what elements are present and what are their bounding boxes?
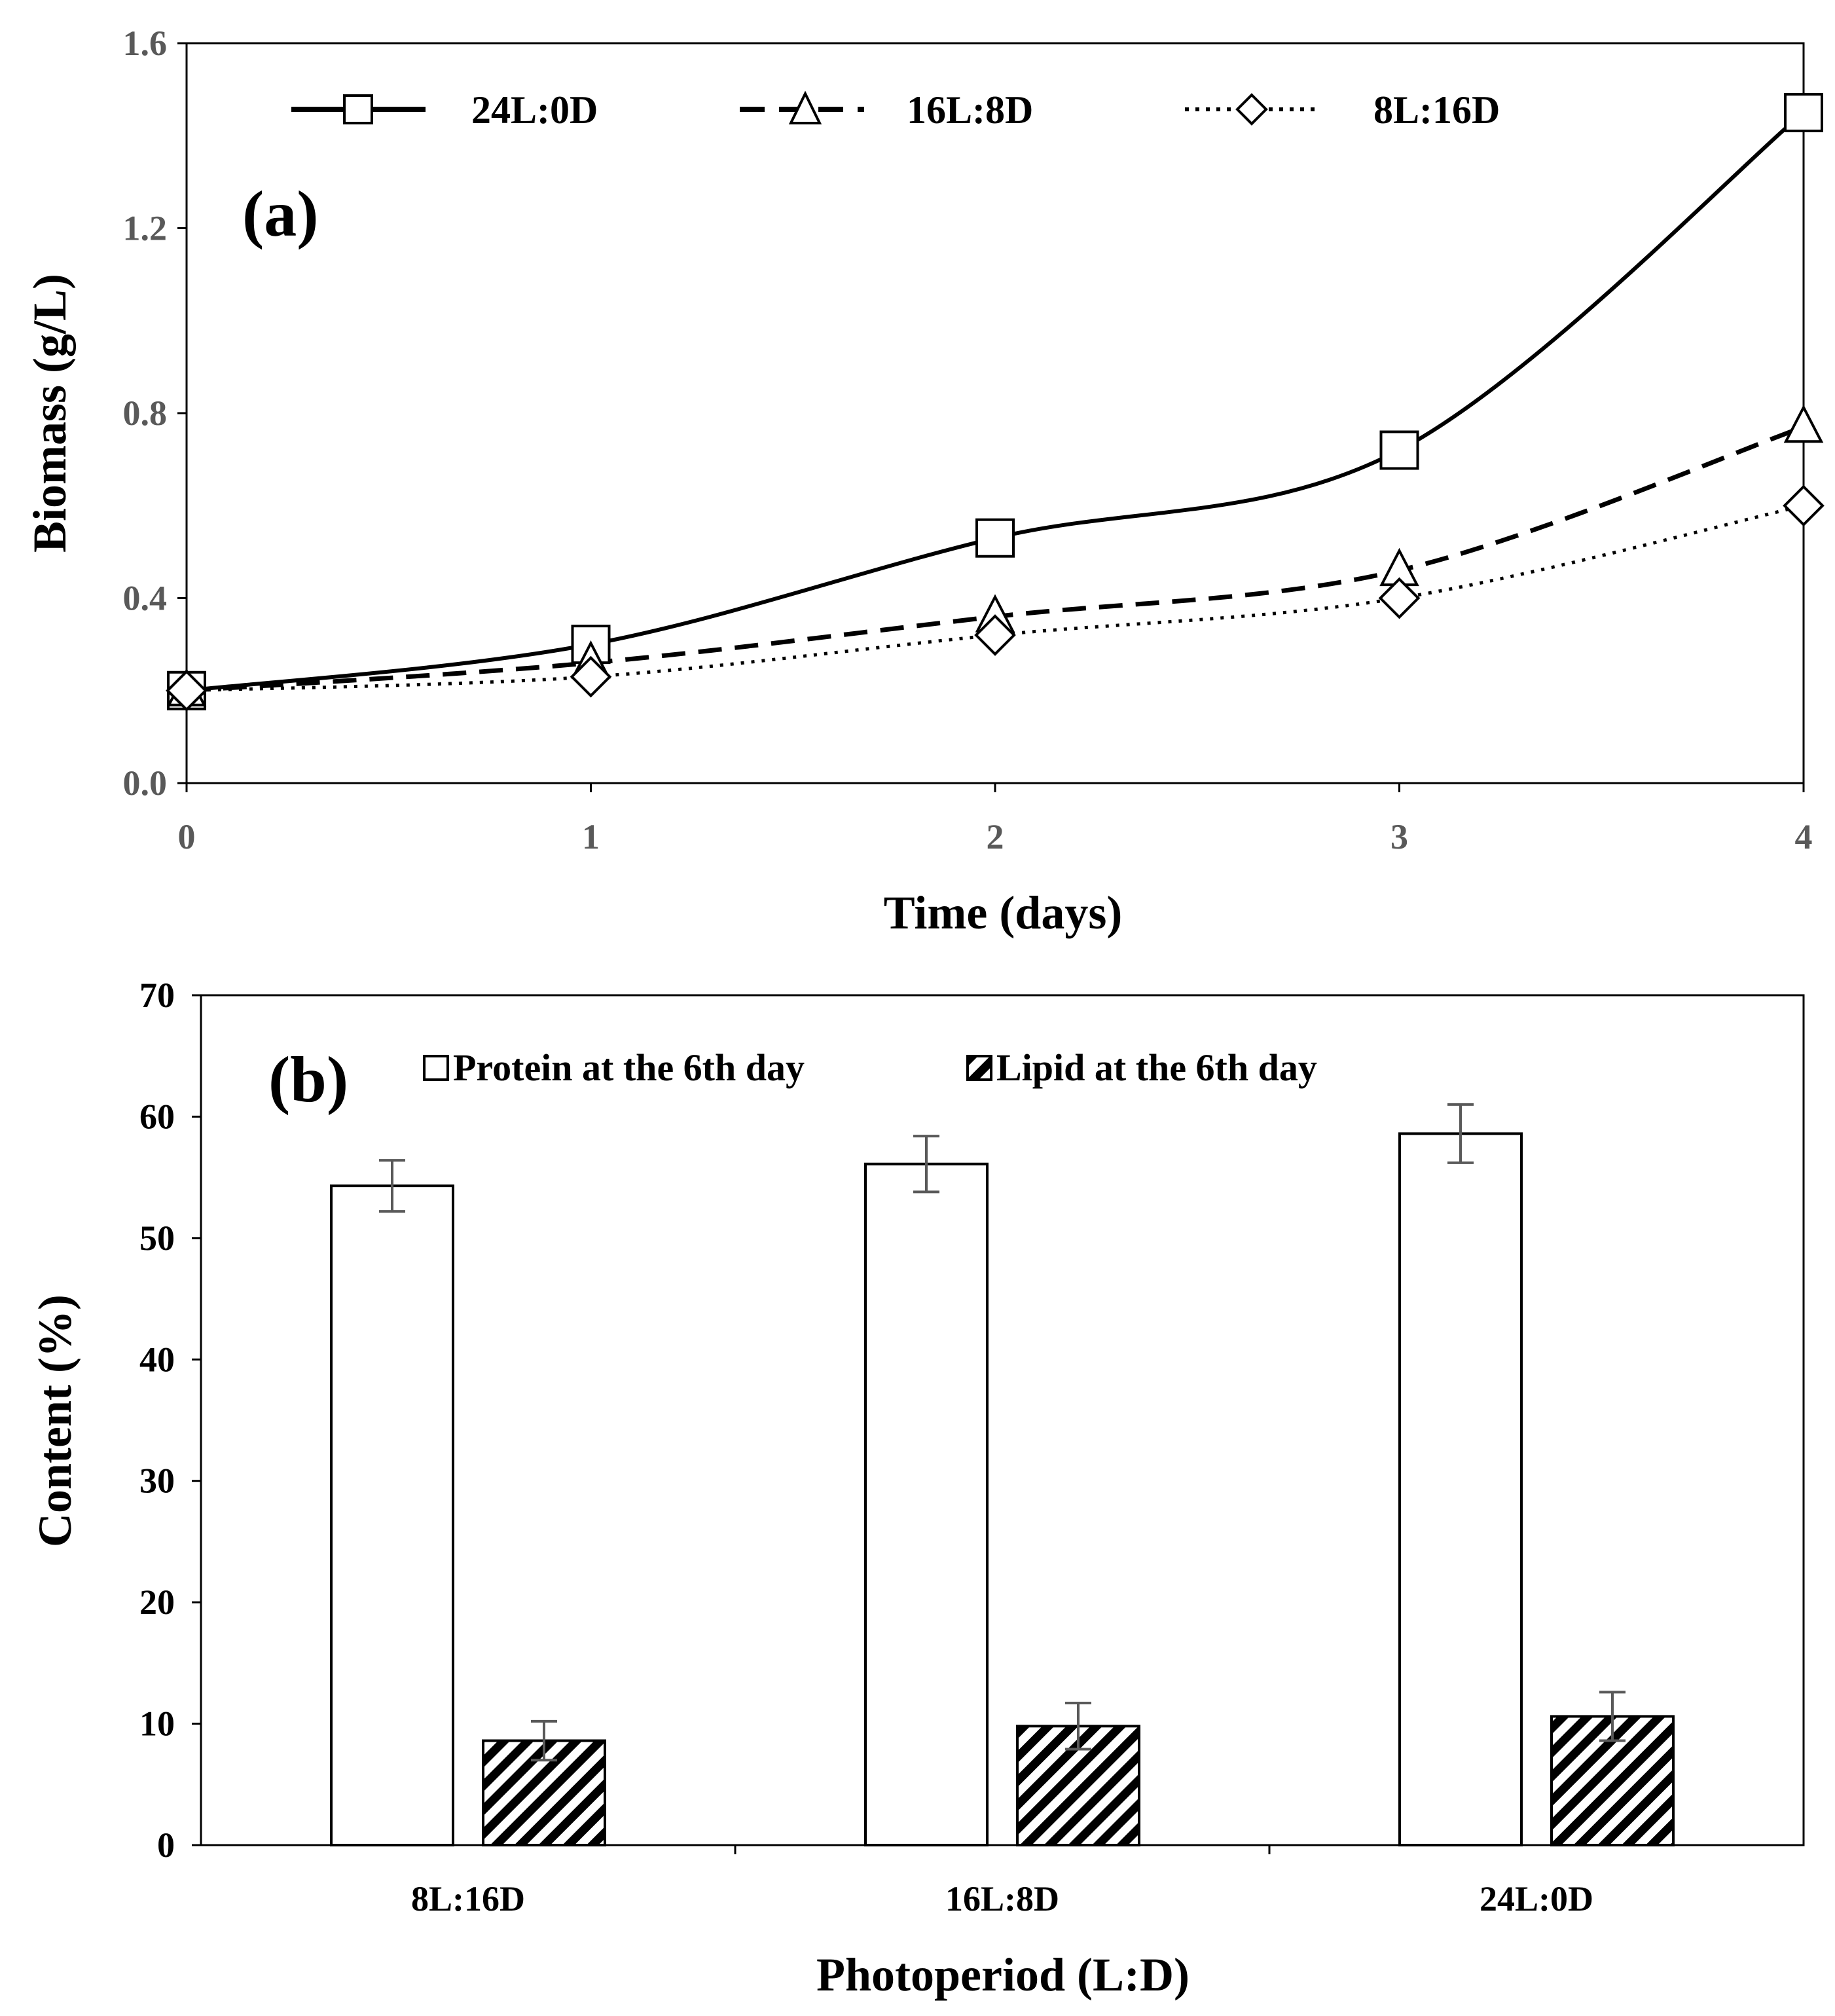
legend-item-8l16d: 8L:16D [1185, 88, 1500, 132]
category-label: 24L:0D [1480, 1879, 1593, 1918]
legend-label-protein: Protein at the 6th day [453, 1046, 805, 1089]
x-tick-label: 3 [1390, 817, 1408, 856]
bars-b [330, 1132, 1675, 1847]
x-tick-label: 4 [1795, 817, 1813, 856]
y-tick-label: 50 [139, 1219, 175, 1258]
y-tick-label: 0 [157, 1825, 175, 1865]
y-tick-label: 0.4 [123, 579, 168, 618]
legend-diamond-marker [1235, 93, 1268, 126]
error-bars-b [379, 1103, 1626, 1762]
category-label: 8L:16D [411, 1879, 525, 1918]
x-tick-label: 0 [178, 817, 196, 856]
y-tick-label: 30 [139, 1461, 175, 1501]
y-axis-ticks-a: 0.0 0.4 0.8 1.2 1.6 [123, 24, 187, 803]
legend-item-16l8d: 16L:8D [740, 88, 1033, 132]
data-point-8l16d [1378, 577, 1421, 619]
x-axis-label-b: Photoperiod (L:D) [816, 1949, 1190, 2001]
legend-label-16l8d: 16L:8D [907, 88, 1033, 132]
y-tick-label: 20 [139, 1583, 175, 1622]
panel-label-a: (a) [242, 177, 319, 250]
plot-area-a [185, 42, 1805, 784]
legend-label-8l16d: 8L:16D [1373, 88, 1500, 132]
y-axis-label-a: Biomass (g/L) [24, 274, 76, 553]
y-tick-label: 10 [139, 1704, 175, 1744]
plot-area-b [200, 994, 1805, 1846]
category-label: 16L:8D [945, 1879, 1059, 1918]
x-axis-label-a: Time (days) [884, 887, 1123, 939]
y-tick-label: 40 [139, 1340, 175, 1379]
bar-protein [1398, 1132, 1523, 1846]
y-tick-label: 1.2 [123, 209, 168, 248]
x-tick-label: 2 [987, 817, 1004, 856]
legend-item-24l0d: 24L:0D [291, 88, 598, 132]
data-point-24l0d [1784, 92, 1823, 132]
series-line-8l16d [186, 504, 1804, 693]
data-point-8l16d [1783, 485, 1825, 527]
legend-square-marker [343, 94, 373, 124]
legend-label-24l0d: 24L:0D [471, 88, 598, 132]
bar-protein [864, 1162, 989, 1846]
y-axis-ticks-b: 0 10 20 30 40 50 60 70 [139, 976, 201, 1865]
panel-label-b: (b) [268, 1043, 348, 1116]
legend-swatch-protein [423, 1055, 449, 1081]
x-axis-ticks-b: 8L:16D 16L:8D 24L:0D [411, 1845, 1593, 1918]
series-markers-a [166, 92, 1825, 712]
data-point-8l16d [974, 614, 1016, 656]
y-tick-label: 0.8 [123, 394, 168, 433]
legend-a: 24L:0D 16L:8D 8L:16D [291, 88, 1500, 132]
legend-label-lipid: Lipid at the 6th day [996, 1046, 1317, 1089]
data-point-16l8d [1783, 404, 1824, 443]
data-point-8l16d [166, 669, 208, 712]
panel-b: 0 10 20 30 40 50 60 70 8L:16D 16L:8D 24L:0D (b) P… [29, 976, 1805, 2001]
x-tick-label: 1 [582, 817, 600, 856]
y-tick-label: 1.6 [123, 24, 168, 63]
legend-swatch-lipid [966, 1055, 992, 1081]
bar-protein [330, 1184, 454, 1846]
legend-b: Protein at the 6th day Lipid at the 6th … [423, 1046, 1317, 1089]
x-axis-ticks-a: 0 1 2 3 4 [178, 783, 1813, 856]
data-point-24l0d [1379, 430, 1419, 470]
y-axis-label-b: Content (%) [29, 1294, 81, 1547]
data-point-24l0d [975, 518, 1015, 558]
y-tick-label: 0.0 [123, 763, 168, 803]
y-tick-label: 70 [139, 976, 175, 1015]
legend-triangle-marker [788, 90, 822, 124]
panel-a: 0.0 0.4 0.8 1.2 1.6 0 1 2 3 4 (a) 24L:0D 16L:8D … [24, 24, 1825, 939]
y-tick-label: 60 [139, 1097, 175, 1136]
data-point-8l16d [570, 655, 612, 698]
